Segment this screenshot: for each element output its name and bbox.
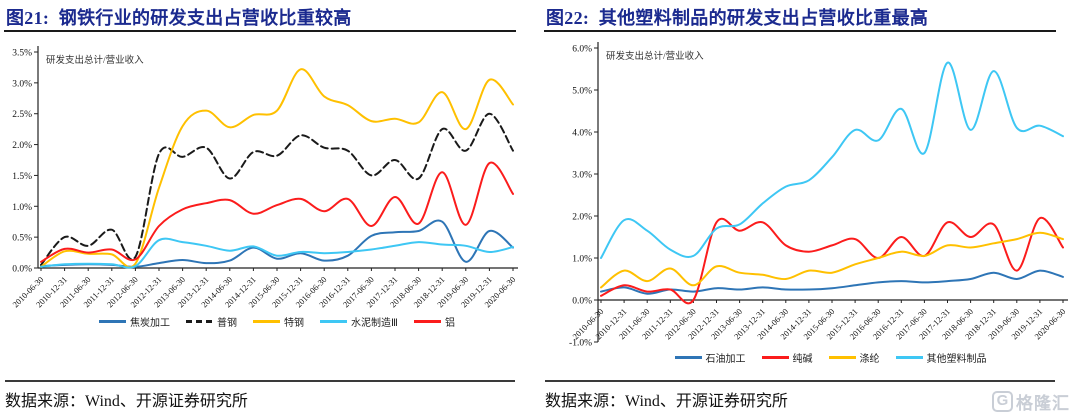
legend-item-涤纶: 涤纶 (828, 350, 880, 365)
plot-caption: 研发支出总计/营业收入 (606, 50, 704, 62)
legend-swatch (253, 320, 281, 323)
legend-swatch (413, 320, 441, 323)
y-axis-tick-label: 3.0% (572, 171, 592, 181)
y-axis-tick-label: 0.0% (12, 265, 32, 275)
legend-swatch (828, 356, 856, 359)
legend-label: 特钢 (284, 318, 305, 329)
legend-label: 涤纶 (859, 354, 880, 365)
figure-22: 图22: 其他塑料制品的研发支出占营收比重最高 -1.0% 0.0% 1.0% 2.0… (540, 0, 1080, 415)
legend-label: 纯碱 (792, 354, 813, 365)
y-axis-tick-label: 1.0% (12, 203, 32, 213)
series-line-铝 (40, 161, 514, 263)
series-line-普钢 (40, 112, 514, 266)
legend-item-焦炭加工: 焦炭加工 (99, 314, 170, 329)
figure-21-line-chart: 0.0%0.5%1.0%1.5%2.0%2.5%3.0%3.5%2010-06-… (10, 46, 518, 309)
legend-label: 普钢 (217, 318, 238, 329)
legend-item-普钢: 普钢 (186, 314, 237, 329)
figure-22-title-underline (544, 30, 1056, 32)
figure-22-line-chart: -1.0%0.0%1.0%2.0%3.0%4.0%5.0%6.0%2010-06… (569, 42, 1068, 349)
legend-label: 铝 (444, 318, 455, 329)
series-line-水泥制造Ⅲ (40, 237, 514, 269)
y-axis-tick-label: 2.0% (12, 141, 32, 151)
legend-label: 石油加工 (705, 354, 746, 365)
series-line-涤纶 (600, 231, 1064, 289)
y-axis-tick-label: -1.0% (569, 339, 592, 349)
legend-item-纯碱: 纯碱 (761, 350, 813, 365)
y-axis-tick-label: 5.0% (572, 87, 592, 97)
figure-21-legend: 焦炭加工 普钢 特钢 水泥制造Ⅲ 铝 (38, 314, 516, 329)
gelonghui-logo: G 格隆汇 (992, 389, 1070, 414)
figure-22-source-divider (545, 380, 1055, 382)
figure-21-source-divider (5, 380, 515, 382)
legend-swatch (895, 356, 923, 359)
figure-22-title: 图22: 其他塑料制品的研发支出占营收比重最高 (546, 8, 929, 28)
legend-item-水泥制造Ⅲ: 水泥制造Ⅲ (320, 314, 398, 329)
gelonghui-logo-text: 格隆汇 (1016, 394, 1070, 413)
legend-label: 焦炭加工 (130, 318, 171, 329)
legend-item-石油加工: 石油加工 (674, 350, 746, 365)
legend-swatch (186, 320, 214, 323)
y-axis-tick-label: 1.0% (572, 255, 592, 265)
figure-21-source-text: 数据来源：Wind、开源证券研究所 (5, 393, 248, 410)
legend-item-特钢: 特钢 (253, 314, 304, 329)
figure-22-legend: 石油加工 纯碱 涤纶 其他塑料制品 (598, 350, 1063, 365)
figure-21-title-underline (4, 30, 516, 32)
series-line-纯碱 (600, 217, 1064, 305)
legend-swatch (761, 356, 789, 359)
y-axis-tick-label: 2.5% (12, 110, 32, 120)
series-line-特钢 (40, 68, 514, 269)
y-axis-tick-label: 0.0% (572, 297, 592, 307)
legend-item-其他塑料制品: 其他塑料制品 (895, 350, 987, 365)
gelonghui-logo-icon: G (992, 391, 1013, 412)
figure-21-title: 图21: 钢铁行业的研发支出占营收比重较高 (6, 8, 352, 28)
figure-22-source-text: 数据来源：Wind、开源证券研究所 (545, 393, 788, 410)
legend-label: 其他塑料制品 (926, 354, 987, 365)
legend-label: 水泥制造Ⅲ (351, 318, 398, 329)
y-axis-tick-label: 3.0% (12, 79, 32, 89)
y-axis-tick-label: 6.0% (572, 45, 592, 55)
series-line-石油加工 (600, 269, 1064, 295)
legend-swatch (674, 356, 702, 359)
series-line-其他塑料制品 (600, 61, 1064, 259)
legend-swatch (320, 320, 348, 323)
legend-item-铝: 铝 (413, 314, 455, 329)
legend-swatch (99, 320, 127, 323)
y-axis-tick-label: 3.5% (12, 49, 32, 59)
figure-21: 图21: 钢铁行业的研发支出占营收比重较高 0.0% 0.5% 1.0% 1.5% 2.… (4, 8, 518, 410)
y-axis-tick-label: 2.0% (572, 213, 592, 223)
y-axis-tick-label: 1.5% (12, 172, 32, 182)
y-axis-tick-label: 4.0% (572, 129, 592, 139)
plot-caption: 研发支出总计/营业收入 (46, 54, 144, 66)
y-axis-tick-label: 0.5% (12, 234, 32, 244)
